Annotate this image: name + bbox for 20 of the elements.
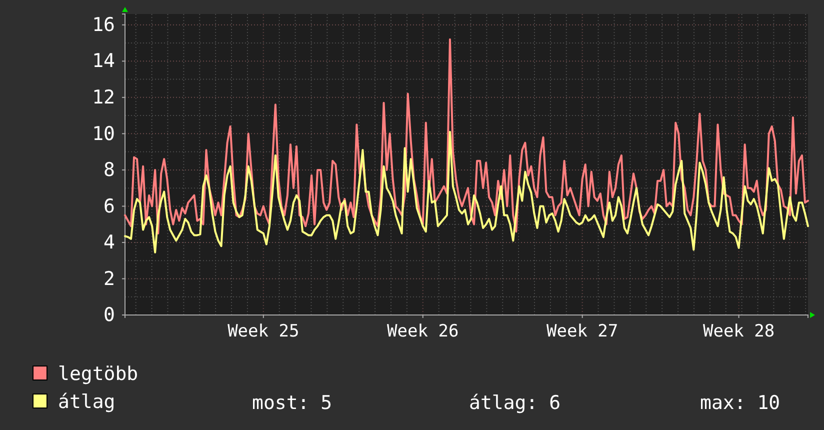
y-tick-label: 16 — [92, 14, 115, 36]
line-series — [124, 38, 809, 234]
y-tick-label: 10 — [92, 122, 115, 145]
y-tick-label: 14 — [92, 50, 115, 72]
y-tick-label: 12 — [92, 86, 115, 108]
x-tick-label: Week 25 — [228, 321, 300, 342]
x-tick-label: Week 28 — [702, 321, 775, 342]
x-tick-label: Week 26 — [387, 321, 459, 342]
text: átlag: 6 — [469, 392, 561, 414]
line-series — [124, 130, 809, 254]
y-tick-label: 2 — [104, 268, 115, 290]
y-tick-label: 6 — [104, 195, 115, 218]
text: most: 5 — [252, 392, 332, 414]
y-tick-label: 0 — [104, 304, 115, 326]
y-tick-label: 4 — [104, 232, 115, 254]
x-tick-label: Week 27 — [546, 321, 618, 342]
y-tick-label: 8 — [104, 159, 115, 182]
legend-label: legtöbb — [58, 363, 138, 385]
legend-label: átlag — [58, 391, 116, 413]
text: max: 10 — [700, 392, 780, 414]
